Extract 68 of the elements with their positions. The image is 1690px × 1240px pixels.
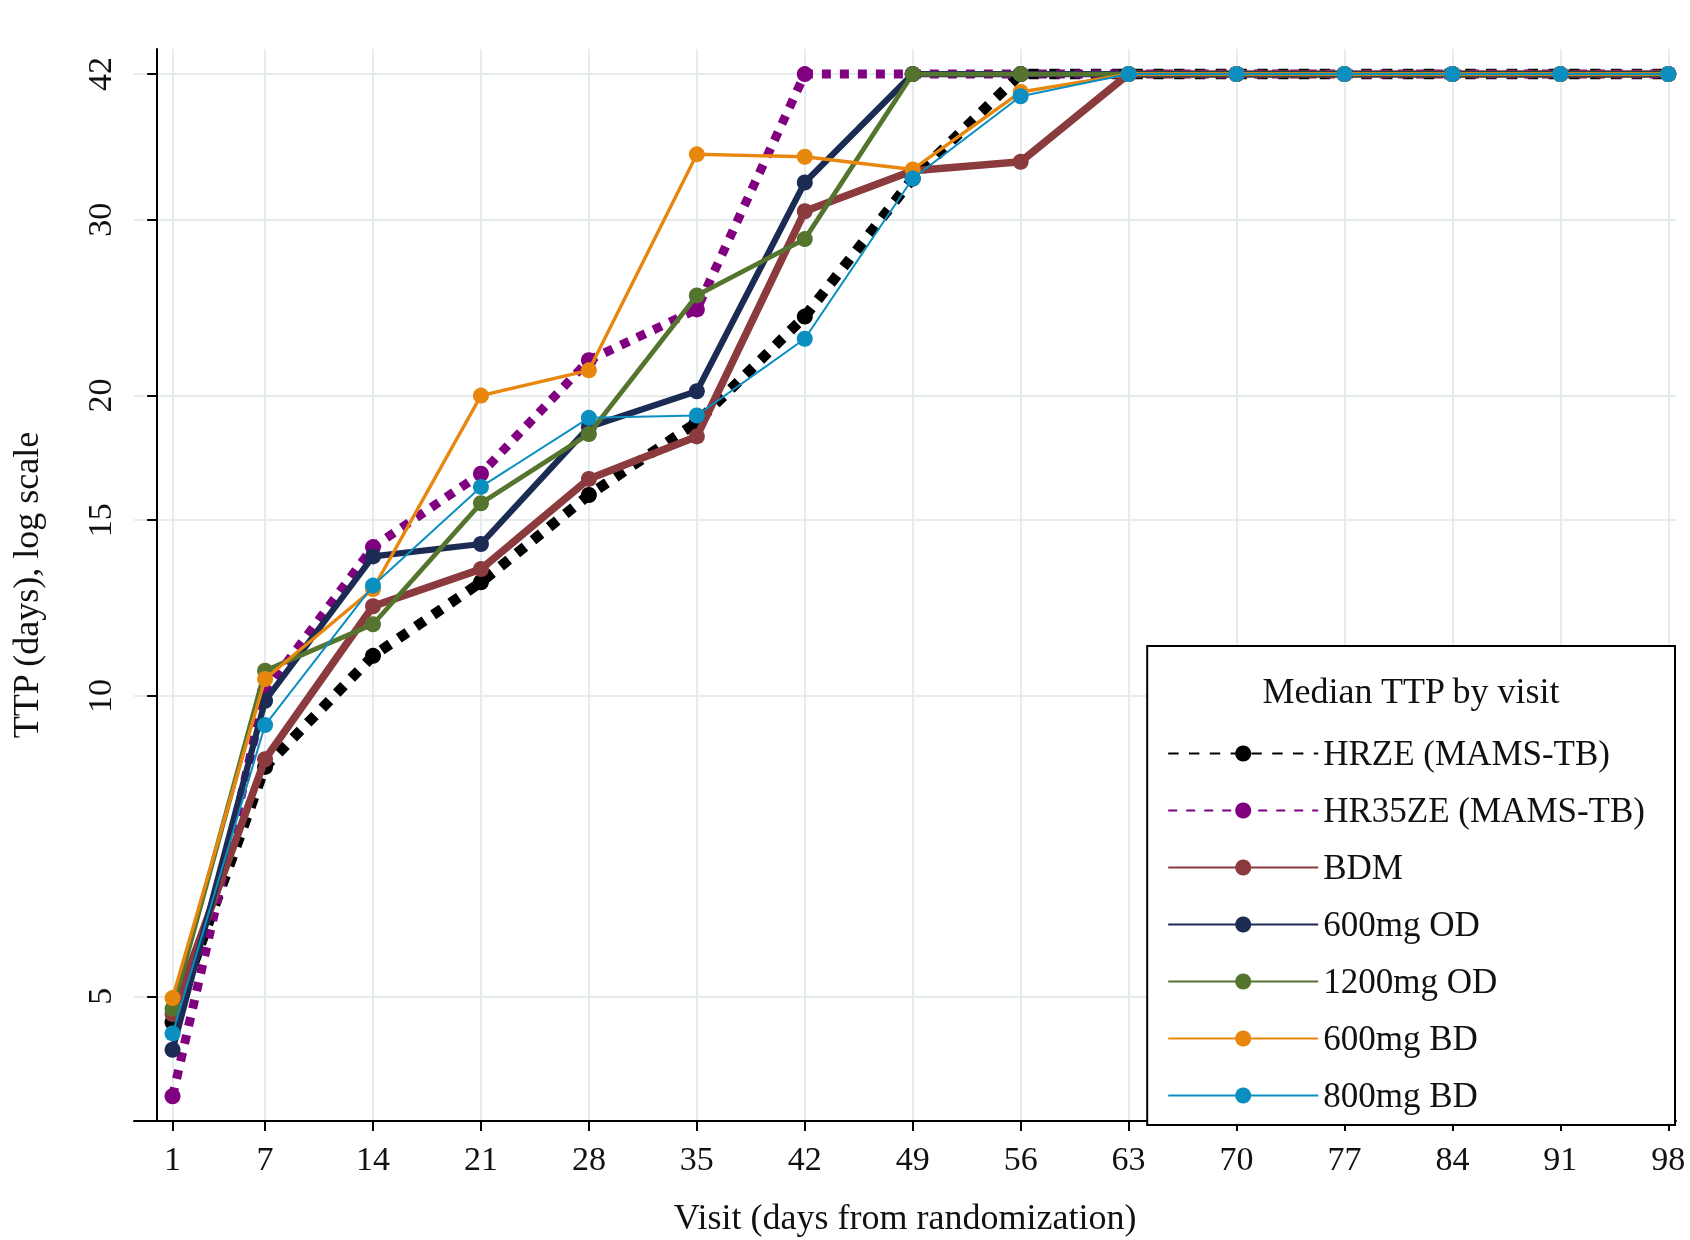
point (688, 428, 705, 445)
x-tick-label: 28 (571, 1139, 606, 1177)
point (164, 1025, 181, 1042)
point (472, 465, 489, 482)
x-tick-label: 14 (356, 1139, 391, 1177)
x-tick-label: 42 (787, 1139, 822, 1177)
point (688, 146, 705, 163)
x-tick-label: 56 (1003, 1139, 1038, 1177)
point (796, 231, 813, 248)
x-tick-label: 35 (679, 1139, 714, 1177)
legend-label: HRZE (MAMS-TB) (1323, 734, 1611, 773)
point (796, 203, 813, 220)
point (164, 1041, 181, 1058)
legend-label: BDM (1323, 848, 1403, 887)
x-tick-label: 91 (1543, 1139, 1578, 1177)
point (580, 426, 597, 443)
point (796, 148, 813, 165)
x-tick-label: 7 (256, 1139, 274, 1177)
y-axis-title: TTP (days), log scale (6, 431, 46, 739)
point (257, 751, 274, 768)
point (1012, 88, 1029, 105)
y-tick-label: 42 (80, 57, 118, 92)
legend-label: HR35ZE (MAMS-TB) (1323, 791, 1646, 830)
y-tick-label: 10 (80, 678, 118, 713)
legend-label: 1200mg OD (1323, 962, 1498, 1001)
y-tick-label: 20 (80, 378, 118, 413)
point (796, 66, 813, 83)
x-axis-title: Visit (days from randomization) (673, 1197, 1137, 1237)
y-tick-label: 5 (80, 987, 118, 1005)
point (365, 647, 382, 664)
x-tick-label: 21 (463, 1139, 498, 1177)
x-tick-label: 98 (1651, 1139, 1686, 1177)
x-tick-label: 77 (1327, 1139, 1362, 1177)
point (472, 478, 489, 495)
point (365, 616, 382, 633)
point (580, 362, 597, 379)
legend-label: 600mg OD (1323, 905, 1480, 944)
x-tick-label: 1 (164, 1139, 182, 1177)
point (1012, 153, 1029, 170)
point (472, 536, 489, 552)
point (472, 561, 489, 578)
point (472, 574, 489, 591)
point (164, 990, 181, 1007)
point (688, 287, 705, 304)
legend-title: Median TTP by visit (1262, 671, 1560, 711)
point (257, 670, 274, 687)
point (472, 495, 489, 512)
x-tick-label: 49 (895, 1139, 930, 1177)
point (365, 548, 382, 565)
point (796, 308, 813, 325)
point (365, 598, 382, 615)
point (257, 717, 274, 734)
y-tick-label: 30 (80, 202, 118, 237)
point (580, 487, 597, 503)
point (796, 174, 813, 191)
point (688, 383, 705, 400)
point (688, 407, 705, 424)
legend-label: 800mg BD (1323, 1076, 1478, 1115)
x-tick-label: 84 (1435, 1139, 1470, 1177)
point (580, 409, 597, 426)
point (472, 387, 489, 404)
point (796, 330, 813, 347)
point (164, 1088, 181, 1105)
y-tick-label: 15 (80, 503, 118, 538)
legend-label: 600mg BD (1323, 1019, 1478, 1058)
point (580, 470, 597, 487)
x-tick-label: 70 (1219, 1139, 1254, 1177)
x-tick-label: 63 (1111, 1139, 1146, 1177)
